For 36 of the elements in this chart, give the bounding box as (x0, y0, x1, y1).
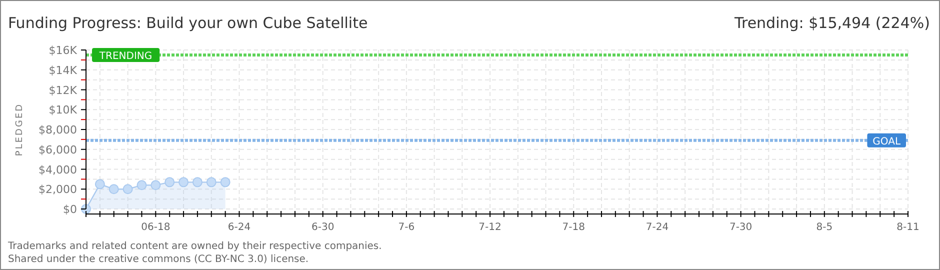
chart-subtitle: Trending: $15,494 (224%) (734, 14, 930, 32)
point (192, 177, 202, 188)
x-tick-label: 8-5 (816, 222, 833, 233)
text: Trademarks and related content are owned by their respective companies. (7, 241, 382, 252)
y-tick-label: $10K (48, 104, 78, 117)
point (150, 180, 161, 190)
y-tick-label: $12K (48, 84, 78, 97)
y-tick-label: $0 (63, 203, 77, 216)
y-tick-label: $16K (48, 44, 78, 57)
ref-line-label: TRENDING (98, 51, 152, 62)
y-tick-label: $2,000 (38, 183, 77, 196)
x-tick-label: 6-30 (311, 222, 334, 233)
point (136, 180, 147, 190)
point (220, 177, 230, 188)
ref-line-label: GOAL (872, 136, 901, 148)
point (206, 177, 216, 188)
point (164, 177, 175, 188)
x-tick-label: 6-24 (228, 222, 251, 233)
point (178, 177, 189, 188)
x-tick-label: 7-12 (478, 222, 502, 233)
y-axis-title: PLEDGED (15, 102, 25, 156)
x-tick-label: 7-24 (646, 222, 669, 233)
x-tick-label: 06-18 (141, 222, 170, 233)
chart-title: Funding Progress: Build your own Cube Satellite (8, 14, 368, 32)
x-tick-label: 7-6 (398, 222, 415, 233)
y-tick-label: $6,000 (38, 143, 77, 156)
y-tick-label: $14K (48, 64, 78, 77)
x-tick-label: 7-18 (562, 222, 585, 233)
y-tick-label: $8,000 (38, 124, 77, 136)
point (122, 184, 133, 194)
y-tick-label: $4,000 (38, 163, 77, 176)
text: Shared under the creative commons (CC BY-NC 3.0) license. (8, 254, 309, 265)
point (108, 184, 119, 194)
point (94, 179, 105, 190)
x-tick-label: 7-30 (729, 222, 752, 233)
x-tick-label: 8-11 (896, 222, 920, 233)
